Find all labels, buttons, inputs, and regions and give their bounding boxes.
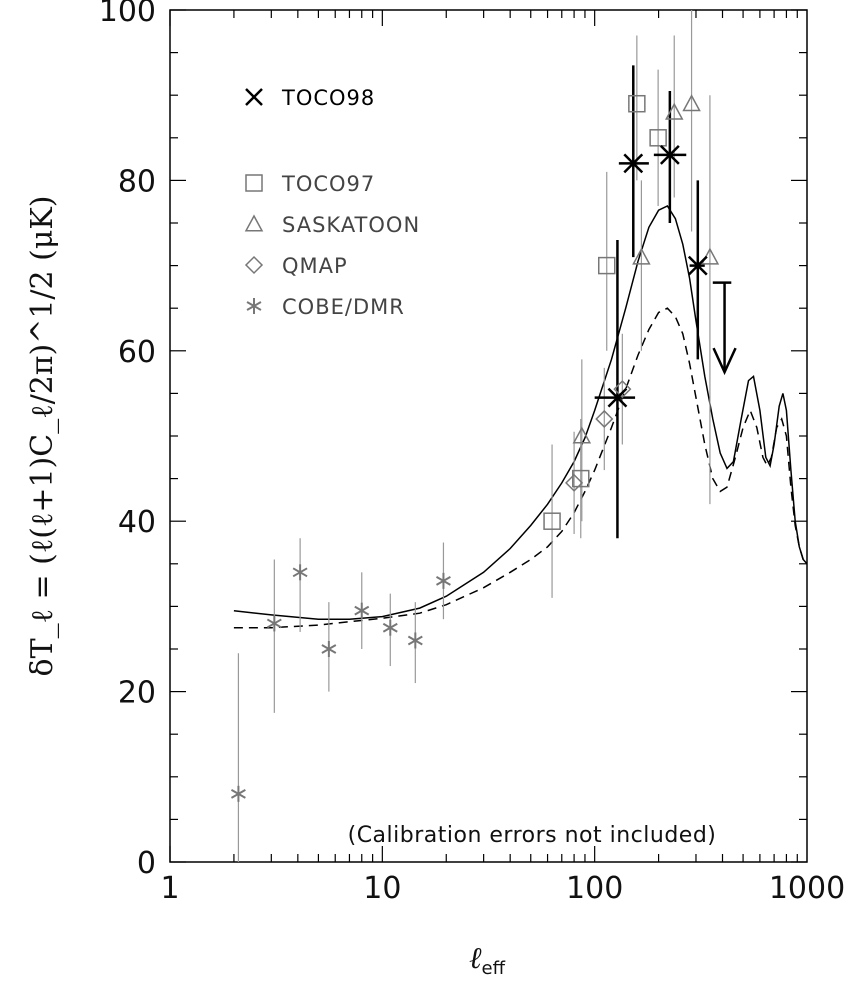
calibration-note: (Calibration errors not included) [348, 823, 717, 848]
y-tick-label: 100 [99, 0, 156, 29]
qmap-marker [565, 473, 584, 492]
toco97-marker [649, 129, 667, 147]
legend-marker [245, 174, 263, 192]
toco98-marker [607, 387, 628, 408]
cobe-dmr-marker [292, 564, 308, 581]
model-curve-solid [233, 205, 808, 620]
x-tick-label: 10 [363, 871, 401, 906]
x-axis-label-sub: eff [482, 958, 506, 979]
plot-frame [169, 9, 808, 863]
toco97-marker [543, 512, 561, 530]
legend: TOCO98 TOCO97 SASKATOON QMAP COBE/DMR [244, 86, 420, 319]
axis-ticks [169, 9, 807, 863]
y-tick-label: 80 [118, 164, 156, 199]
legend-label: COBE/DMR [282, 295, 405, 319]
legend-item: SASKATOON [244, 213, 420, 237]
upper-limit-arrow [712, 347, 737, 376]
y-tick-label: 40 [118, 505, 156, 540]
error-bars [237, 10, 732, 862]
qmap-marker [595, 409, 614, 429]
toco98-marker [687, 255, 708, 276]
legend-marker [244, 214, 264, 232]
legend-item: QMAP [244, 254, 348, 278]
toco97-marker [628, 94, 646, 113]
cobe-dmr-marker [435, 572, 451, 589]
data-markers [230, 94, 737, 802]
legend-label: SASKATOON [282, 213, 420, 237]
y-tick-label: 20 [118, 676, 156, 711]
y-tick-label: 60 [118, 335, 156, 370]
legend-marker [245, 88, 263, 106]
y-tick-label: 0 [137, 846, 156, 881]
cobe-dmr-marker [230, 785, 246, 802]
legend-item: COBE/DMR [246, 295, 405, 319]
cobe-dmr-marker [354, 602, 370, 619]
model-curve-dashed [233, 307, 808, 629]
y-axis-label: δT_ℓ = (ℓ(ℓ+1)C_ℓ/2π)^1/2 (μK) [25, 196, 60, 677]
cobe-dmr-marker [266, 615, 282, 632]
saskatoon-marker [572, 426, 592, 444]
saskatoon-marker [632, 247, 651, 265]
qmap-marker [613, 380, 632, 399]
saskatoon-marker [664, 102, 684, 120]
legend-label: QMAP [282, 254, 348, 278]
axis-tick-labels: 1 10 100 1000 0 20 40 60 80 100 [99, 0, 845, 906]
toco97-marker [597, 256, 616, 275]
legend-item: TOCO98 [245, 86, 375, 110]
cobe-dmr-marker [382, 619, 398, 636]
toco97-marker [572, 469, 590, 488]
toco98-marker [623, 153, 644, 174]
cobe-dmr-marker [407, 632, 423, 649]
x-tick-label: 1000 [769, 871, 845, 906]
x-tick-label: 100 [566, 871, 623, 906]
legend-label: TOCO97 [281, 172, 375, 196]
toco98-marker [659, 144, 680, 165]
x-tick-label: 1 [160, 871, 179, 906]
legend-marker [246, 298, 262, 314]
saskatoon-marker [682, 94, 701, 112]
legend-item: TOCO97 [245, 172, 375, 196]
x-axis-label: ℓeff [469, 941, 506, 979]
legend-marker [244, 255, 264, 275]
model-curves [233, 205, 808, 629]
legend-label: TOCO98 [281, 86, 375, 110]
cobe-dmr-marker [321, 641, 337, 657]
x-axis-label-main: ℓ [469, 941, 482, 976]
